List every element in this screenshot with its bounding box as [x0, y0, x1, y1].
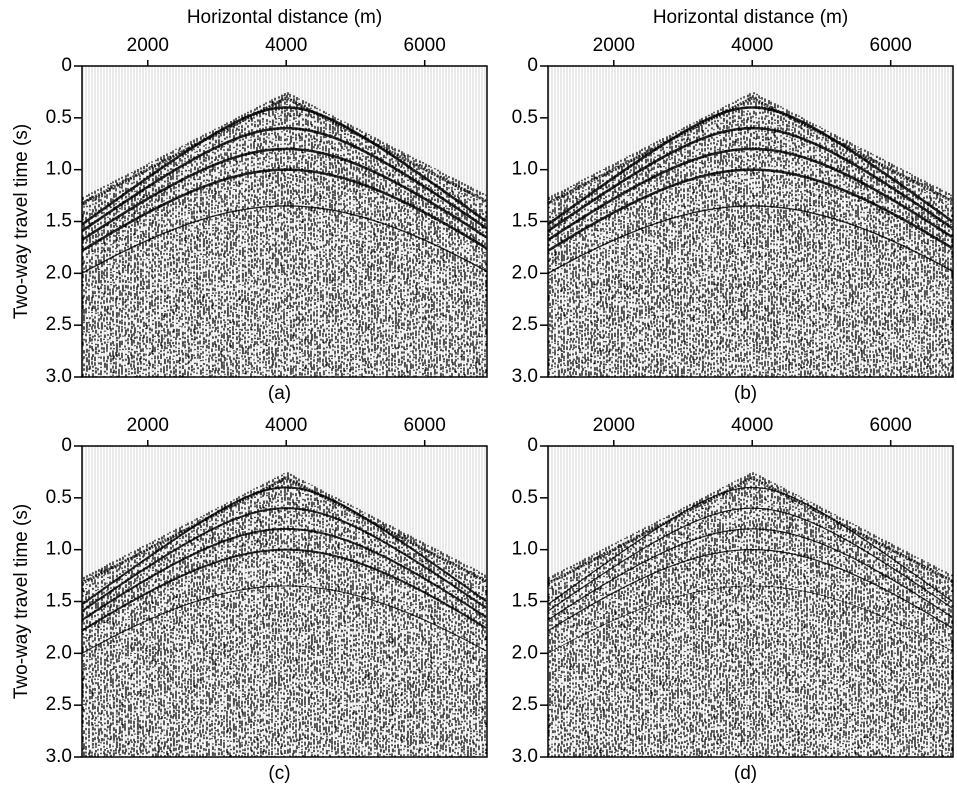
x-tick-label: 6000: [404, 35, 446, 56]
y-tick-label: 1.5: [46, 591, 72, 612]
x-tick-label: 2000: [593, 415, 635, 436]
y-tick-label: 0: [527, 55, 538, 76]
first-arrival: [81, 476, 487, 585]
y-tick-label: 1.0: [512, 539, 538, 560]
reflection-event: [547, 168, 953, 252]
first-arrival: [547, 96, 953, 205]
reflection-event: [81, 585, 487, 654]
x-tick-label: 4000: [265, 415, 307, 436]
y-tick-label: 0.5: [46, 487, 72, 508]
x-tick-label: 2000: [127, 35, 169, 56]
y-tick-label: 3.0: [46, 746, 72, 767]
y-tick-label: 0: [61, 435, 72, 456]
reflection-event: [81, 548, 487, 632]
trace-noise: [82, 92, 487, 377]
reflection-event: [81, 486, 487, 606]
y-tick-label: 2.0: [46, 642, 72, 663]
reflection-event: [547, 528, 953, 621]
y-tick-label: 2.5: [46, 314, 72, 335]
panel-caption: (c): [268, 763, 290, 784]
y-tick-label: 0: [527, 435, 538, 456]
reflection-event: [81, 106, 487, 226]
first-arrival: [547, 476, 953, 585]
first-arrival: [81, 96, 487, 205]
trace-noise: [82, 472, 487, 757]
y-axis-label: Two-way travel time (s): [11, 504, 32, 699]
reflection-event: [547, 147, 953, 242]
y-tick-label: 1.0: [512, 159, 538, 180]
x-tick-label: 4000: [731, 415, 773, 436]
reflection-event: [547, 126, 953, 233]
y-tick-label: 3.0: [46, 366, 72, 387]
x-axis-label: Horizontal distance (m): [653, 7, 848, 28]
y-tick-label: 1.5: [512, 211, 538, 232]
x-axis-label: Horizontal distance (m): [187, 7, 382, 28]
x-tick-label: 6000: [404, 415, 446, 436]
panel-caption: (a): [268, 383, 291, 404]
reflection-event: [547, 585, 953, 654]
trace-noise: [548, 92, 953, 377]
x-tick-label: 6000: [870, 35, 912, 56]
y-tick-label: 0.5: [512, 487, 538, 508]
panel-caption: (b): [734, 383, 757, 404]
reflection-event: [81, 205, 487, 274]
reflection-event: [547, 205, 953, 274]
reflection-event: [547, 106, 953, 226]
reflection-event: [81, 507, 487, 612]
y-tick-label: 0.5: [46, 107, 72, 128]
y-tick-label: 2.5: [512, 314, 538, 335]
y-tick-label: 0: [61, 55, 72, 76]
x-tick-label: 4000: [265, 35, 307, 56]
y-tick-label: 1.0: [46, 159, 72, 180]
y-tick-label: 0.5: [512, 107, 538, 128]
x-tick-label: 4000: [731, 35, 773, 56]
reflection-event: [547, 549, 953, 632]
y-tick-label: 2.0: [512, 262, 538, 283]
reflection-event: [547, 507, 953, 612]
y-tick-label: 2.5: [46, 694, 72, 715]
reflection-event: [81, 126, 487, 233]
reflection-event: [81, 527, 487, 621]
reflection-event: [81, 147, 487, 242]
y-tick-label: 1.0: [46, 539, 72, 560]
panel-caption: (d): [734, 763, 757, 784]
reflection-event: [547, 486, 953, 605]
trace-noise: [548, 472, 953, 757]
x-tick-label: 6000: [870, 415, 912, 436]
y-tick-label: 2.5: [512, 694, 538, 715]
y-tick-label: 2.0: [46, 262, 72, 283]
x-tick-label: 2000: [593, 35, 635, 56]
y-tick-label: 2.0: [512, 642, 538, 663]
y-axis-label: Two-way travel time (s): [11, 124, 32, 319]
x-tick-label: 2000: [127, 415, 169, 436]
y-tick-label: 1.5: [512, 591, 538, 612]
y-tick-label: 1.5: [46, 211, 72, 232]
reflection-event: [81, 168, 487, 252]
y-tick-label: 3.0: [512, 366, 538, 387]
y-tick-label: 3.0: [512, 746, 538, 767]
